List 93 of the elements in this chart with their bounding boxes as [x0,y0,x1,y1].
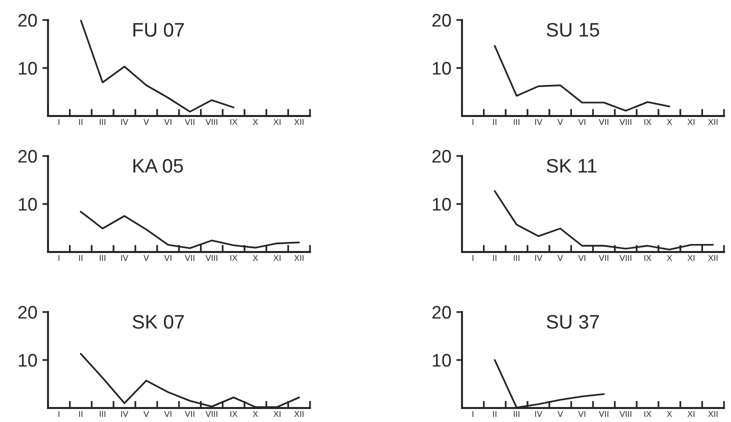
x-tick-label: IX [644,411,652,417]
x-tick-label: IX [230,255,238,261]
x-tick-label: V [558,255,563,261]
x-tick-label: XI [688,119,694,125]
x-tick-label: II [493,119,496,125]
x-tick-label: VI [164,119,172,125]
x-tick-label: XI [274,255,280,261]
x-tick-label: V [558,119,563,125]
chart-title: SU 37 [546,314,599,329]
x-tick-label: IV [535,411,542,417]
chart-title: FU 07 [133,22,184,37]
x-tick-label: XI [274,119,280,125]
x-tick-label: XII [708,411,718,417]
x-tick-label: XII [294,411,304,417]
x-tick-label: VIII [620,411,632,417]
chart-title: SU 15 [546,22,600,37]
x-tick-label: III [514,119,520,125]
x-tick-label: VII [598,411,608,417]
y-tick-label: 20 [432,14,451,27]
x-tick-label: IV [535,119,542,125]
x-tick-label: VI [578,411,586,417]
x-tick-label: V [144,411,149,417]
line-series [494,45,670,112]
y-tick-label: 10 [18,198,37,211]
x-tick-label: VIII [620,119,632,125]
x-tick-label: XI [688,411,694,417]
chart-title: SK 11 [546,158,596,173]
x-tick-label: VII [184,411,194,417]
x-tick-label: VI [164,255,172,261]
x-tick-label: XI [274,411,280,417]
x-tick-label: XII [294,119,304,125]
x-tick-label: I [472,411,474,417]
x-tick-label: IV [121,411,128,417]
x-tick-label: VIII [620,255,632,261]
y-tick-label: 20 [18,306,37,319]
y-tick-label: 10 [432,198,451,211]
x-tick-label: II [79,119,82,125]
y-tick-label: 10 [18,62,37,75]
x-tick-label: VIII [206,119,218,125]
y-tick-label: 20 [18,14,37,27]
x-tick-label: III [514,255,520,261]
x-tick-label: I [472,119,474,125]
x-tick-label: IX [230,411,238,417]
x-tick-label: V [144,255,149,261]
x-tick-label: X [666,411,672,417]
x-tick-label: VI [164,411,172,417]
x-tick-label: X [666,255,672,261]
x-tick-label: VII [598,255,608,261]
x-tick-label: VII [184,119,194,125]
x-tick-label: VII [598,119,608,125]
x-tick-label: II [493,411,496,417]
line-series [80,210,300,249]
x-tick-label: IX [230,119,238,125]
x-tick-label: III [514,411,520,417]
x-tick-label: I [472,255,474,261]
y-tick-label: 10 [432,354,451,367]
x-tick-label: VI [578,119,586,125]
x-tick-label: X [252,411,258,417]
y-tick-label: 20 [432,306,451,319]
x-tick-label: XII [708,255,718,261]
x-tick-label: I [58,255,60,261]
y-tick-label: 10 [18,354,37,367]
x-tick-label: VI [578,255,586,261]
x-tick-label: I [58,411,60,417]
x-tick-label: VIII [206,411,218,417]
x-tick-label: IV [121,255,128,261]
x-tick-label: X [252,119,258,125]
x-tick-label: XII [294,255,304,261]
x-tick-label: V [558,411,563,417]
x-tick-label: I [58,119,60,125]
line-series [80,20,234,113]
y-tick-label: 20 [18,150,37,163]
x-tick-label: IX [644,255,652,261]
x-tick-label: X [252,255,258,261]
chart-title: SK 07 [132,314,184,329]
x-tick-label: III [100,411,106,417]
x-tick-label: XII [708,119,718,125]
x-tick-label: III [100,119,106,125]
x-tick-label: III [100,255,106,261]
x-tick-label: IX [644,119,652,125]
x-tick-label: VII [184,255,194,261]
x-tick-label: II [79,255,82,261]
x-tick-label: II [493,255,496,261]
y-tick-label: 10 [432,62,451,75]
x-tick-label: II [79,411,82,417]
x-tick-label: V [144,119,149,125]
x-tick-label: IV [121,119,128,125]
x-tick-label: IV [535,255,542,261]
y-tick-label: 20 [432,150,451,163]
x-tick-label: XI [688,255,694,261]
x-tick-label: VIII [206,255,218,261]
x-tick-label: X [666,119,672,125]
chart-title: KA 05 [133,158,183,173]
